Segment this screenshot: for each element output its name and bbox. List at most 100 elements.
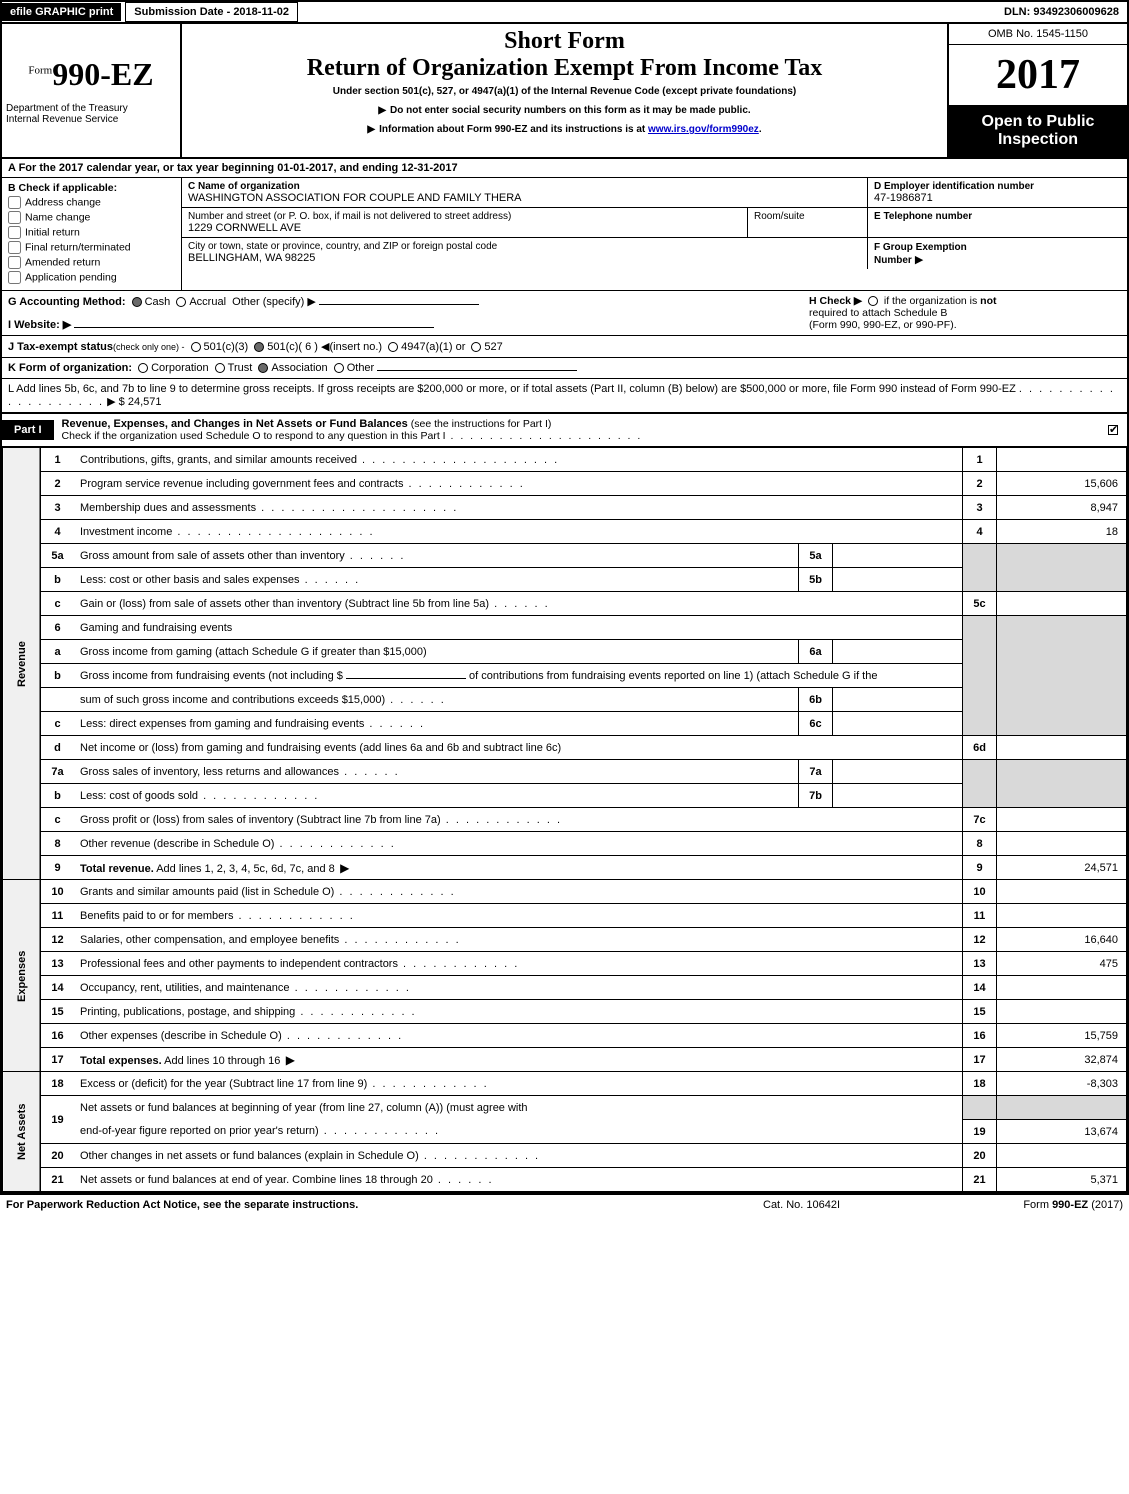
top-bar: efile GRAPHIC print Submission Date - 20… bbox=[2, 2, 1127, 24]
radio-501c[interactable] bbox=[254, 342, 264, 352]
line-6a-val bbox=[833, 640, 963, 664]
line-7b-desc: Less: cost of goods sold bbox=[74, 784, 799, 808]
row-g-h: G Accounting Method: Cash Accrual Other … bbox=[2, 291, 1127, 336]
line-5b-val bbox=[833, 568, 963, 592]
box-b-title: B Check if applicable: bbox=[8, 182, 117, 194]
line-5a-val bbox=[833, 544, 963, 568]
line-21-val: 5,371 bbox=[997, 1168, 1127, 1192]
radio-501c3[interactable] bbox=[191, 342, 201, 352]
other-specify-input[interactable] bbox=[319, 304, 479, 305]
line-2-desc: Program service revenue including govern… bbox=[74, 472, 963, 496]
room-suite: Room/suite bbox=[747, 208, 867, 237]
line-6b-val bbox=[833, 688, 963, 712]
line-15-desc: Printing, publications, postage, and shi… bbox=[74, 1000, 963, 1024]
line-4-desc: Investment income bbox=[74, 520, 963, 544]
form990ez-link[interactable]: www.irs.gov/form990ez bbox=[648, 124, 759, 135]
radio-accrual[interactable] bbox=[176, 297, 186, 307]
radio-other-org[interactable] bbox=[334, 363, 344, 373]
line-17-val: 32,874 bbox=[997, 1048, 1127, 1072]
radio-trust[interactable] bbox=[215, 363, 225, 373]
box-f: F Group Exemption Number ▶ bbox=[867, 238, 1127, 269]
ein: 47-1986871 bbox=[874, 192, 1121, 204]
radio-association[interactable] bbox=[258, 363, 268, 373]
return-title: Return of Organization Exempt From Incom… bbox=[190, 55, 939, 82]
financial-table: Revenue 1 Contributions, gifts, grants, … bbox=[2, 447, 1127, 1192]
line-19-desc: Net assets or fund balances at beginning… bbox=[74, 1096, 963, 1120]
line-18-val: -8,303 bbox=[997, 1072, 1127, 1096]
line-17-desc: Total expenses. Add lines 10 through 16 bbox=[74, 1048, 963, 1072]
box-d: D Employer identification number 47-1986… bbox=[867, 178, 1127, 207]
form-number: Form990-EZ bbox=[28, 56, 153, 93]
tax-year: 2017 bbox=[949, 45, 1127, 105]
radio-corporation[interactable] bbox=[138, 363, 148, 373]
radio-4947a1[interactable] bbox=[388, 342, 398, 352]
row-l-gross-receipts: L Add lines 5b, 6c, and 7b to line 9 to … bbox=[2, 379, 1127, 412]
box-e: E Telephone number bbox=[867, 208, 1127, 237]
form-ref: Form 990-EZ (2017) bbox=[963, 1199, 1123, 1211]
header-left: Form990-EZ Department of the Treasury In… bbox=[2, 24, 182, 157]
line-1-val bbox=[997, 448, 1127, 472]
line-18-desc: Excess or (deficit) for the year (Subtra… bbox=[74, 1072, 963, 1096]
omb-number: OMB No. 1545-1150 bbox=[949, 24, 1127, 45]
line-7c-val bbox=[997, 808, 1127, 832]
line-15-val bbox=[997, 1000, 1127, 1024]
line-7a-val bbox=[833, 760, 963, 784]
side-expenses: Expenses bbox=[3, 880, 41, 1072]
submission-date: Submission Date - 2018-11-02 bbox=[125, 2, 298, 22]
box-c-name: C Name of organization WASHINGTON ASSOCI… bbox=[182, 178, 867, 207]
radio-527[interactable] bbox=[471, 342, 481, 352]
cb-name-change[interactable]: Name change bbox=[8, 211, 175, 224]
cb-address-change[interactable]: Address change bbox=[8, 196, 175, 209]
form-header: Form990-EZ Department of the Treasury In… bbox=[2, 24, 1127, 159]
line-6a-desc: Gross income from gaming (attach Schedul… bbox=[74, 640, 799, 664]
line-20-val bbox=[997, 1144, 1127, 1168]
fundraising-amount-input[interactable] bbox=[346, 678, 466, 679]
line-12-val: 16,640 bbox=[997, 928, 1127, 952]
city-state-zip: BELLINGHAM, WA 98225 bbox=[188, 252, 861, 264]
cb-amended-return[interactable]: Amended return bbox=[8, 256, 175, 269]
ssn-warning: Do not enter social security numbers on … bbox=[190, 105, 939, 116]
line-6d-desc: Net income or (loss) from gaming and fun… bbox=[74, 736, 963, 760]
row-k-form-org: K Form of organization: Corporation Trus… bbox=[2, 358, 1127, 379]
radio-cash[interactable] bbox=[132, 297, 142, 307]
info-link-line: Information about Form 990-EZ and its in… bbox=[190, 124, 939, 135]
dept-treasury: Department of the Treasury bbox=[6, 103, 176, 114]
line-13-val: 475 bbox=[997, 952, 1127, 976]
catalog-number: Cat. No. 10642I bbox=[763, 1199, 963, 1211]
line-7b-val bbox=[833, 784, 963, 808]
line-16-desc: Other expenses (describe in Schedule O) bbox=[74, 1024, 963, 1048]
header-right: OMB No. 1545-1150 2017 Open to Public In… bbox=[947, 24, 1127, 157]
arrow-icon: ▶ bbox=[915, 254, 923, 266]
street-address: 1229 CORNWELL AVE bbox=[188, 222, 741, 234]
line-14-desc: Occupancy, rent, utilities, and maintena… bbox=[74, 976, 963, 1000]
radio-h-check[interactable] bbox=[868, 296, 878, 306]
schedule-o-check[interactable] bbox=[1099, 424, 1127, 436]
cb-final-return[interactable]: Final return/terminated bbox=[8, 241, 175, 254]
side-net-assets: Net Assets bbox=[3, 1072, 41, 1192]
line-11-desc: Benefits paid to or for members bbox=[74, 904, 963, 928]
cb-application-pending[interactable]: Application pending bbox=[8, 271, 175, 284]
efile-badge: efile GRAPHIC print bbox=[2, 3, 121, 21]
line-5b-desc: Less: cost or other basis and sales expe… bbox=[74, 568, 799, 592]
other-org-input[interactable] bbox=[377, 370, 577, 371]
box-c-street: Number and street (or P. O. box, if mail… bbox=[182, 208, 747, 237]
line-16-val: 15,759 bbox=[997, 1024, 1127, 1048]
section-bcdef: B Check if applicable: Address change Na… bbox=[2, 178, 1127, 291]
website-input[interactable] bbox=[74, 327, 434, 328]
box-b: B Check if applicable: Address change Na… bbox=[2, 178, 182, 290]
paperwork-notice: For Paperwork Reduction Act Notice, see … bbox=[6, 1199, 763, 1211]
line-9-desc: Total revenue. Add lines 1, 2, 3, 4, 5c,… bbox=[74, 856, 963, 880]
line-6b-sum: sum of such gross income and contributio… bbox=[74, 688, 799, 712]
line-21-desc: Net assets or fund balances at end of ye… bbox=[74, 1168, 963, 1192]
line-6d-val bbox=[997, 736, 1127, 760]
line-9-val: 24,571 bbox=[997, 856, 1127, 880]
line-13-desc: Professional fees and other payments to … bbox=[74, 952, 963, 976]
cb-initial-return[interactable]: Initial return bbox=[8, 226, 175, 239]
line-14-val bbox=[997, 976, 1127, 1000]
row-a-tax-year: A For the 2017 calendar year, or tax yea… bbox=[2, 159, 1127, 178]
box-h: H Check ▶ if the organization is not req… bbox=[801, 295, 1121, 331]
line-5a-desc: Gross amount from sale of assets other t… bbox=[74, 544, 799, 568]
line-2-val: 15,606 bbox=[997, 472, 1127, 496]
side-revenue: Revenue bbox=[3, 448, 41, 880]
line-5c-desc: Gain or (loss) from sale of assets other… bbox=[74, 592, 963, 616]
